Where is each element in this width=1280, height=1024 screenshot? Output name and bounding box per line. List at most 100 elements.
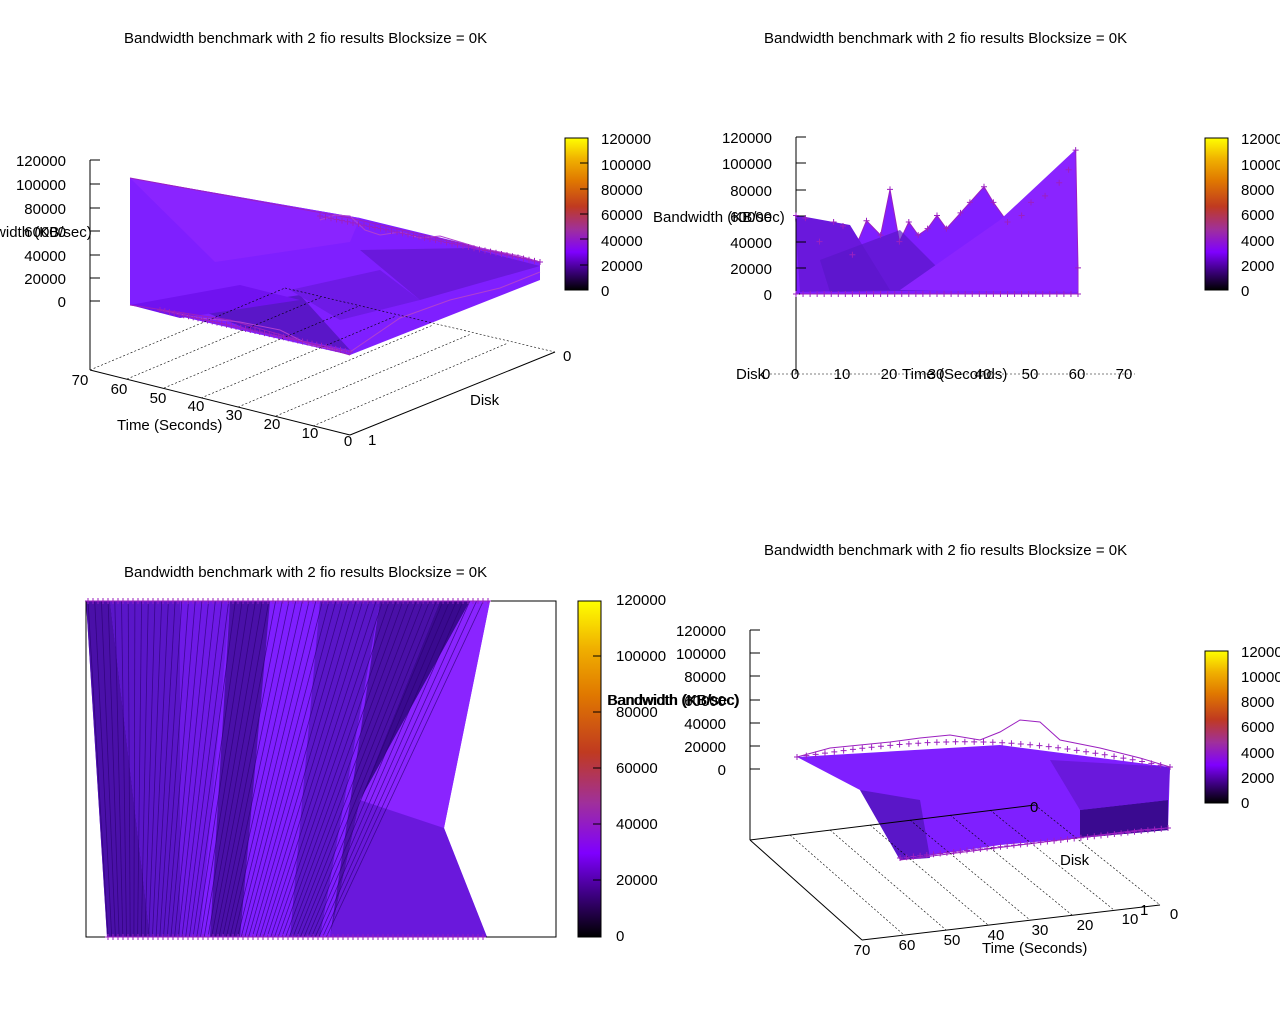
surface-edge	[288, 600, 417, 938]
data-point	[271, 332, 277, 339]
data-point	[807, 291, 814, 297]
data-point	[990, 199, 997, 206]
z-tick-label: 40000	[730, 235, 772, 252]
colorbar: 120000 100000 80000 60000 40000 20000 0	[577, 592, 666, 945]
surface-edge	[285, 600, 410, 938]
chart-panel-4: Bandwidth benchmark with 2 fio results B…	[607, 542, 1280, 959]
data-point	[449, 240, 455, 247]
surface-edge	[181, 600, 223, 938]
data-point	[896, 238, 903, 245]
data-point	[1064, 836, 1071, 843]
x-tick-label: 50	[1022, 366, 1039, 383]
data-point	[1057, 837, 1064, 843]
x-tick-label: 60	[899, 937, 916, 954]
surface-edge	[251, 600, 350, 938]
colorbar-tick-label: 0	[1241, 283, 1249, 300]
data-point	[831, 748, 838, 755]
data-point	[943, 225, 950, 232]
x-axis-label: Time (Seconds)	[902, 366, 1007, 383]
x-tick-label: 40	[988, 927, 1005, 944]
colorbar-tick-label: 6000	[1241, 719, 1274, 736]
surface-edge	[263, 600, 370, 938]
colorbar-tick-label: 100000	[616, 648, 666, 665]
axes	[89, 159, 556, 436]
data-point	[313, 341, 320, 348]
data-point	[1167, 763, 1173, 770]
x-tick-label: 20	[264, 416, 281, 433]
data-point	[180, 312, 187, 319]
y-tick-label: 0	[563, 348, 571, 365]
colorbar-tick-label: 60000	[616, 760, 658, 777]
z-tick-label: 100000	[722, 156, 772, 173]
data-point	[980, 739, 987, 745]
surface-edge	[281, 600, 404, 938]
data-point	[941, 291, 948, 297]
data-point	[161, 308, 168, 315]
data-point	[983, 291, 990, 297]
x-tick-label: 20	[881, 366, 898, 383]
surface-edge	[248, 600, 343, 938]
z-tick-label: 60000	[684, 693, 726, 710]
data-point	[1004, 291, 1011, 297]
colorbar-tick-label: 80000	[601, 182, 643, 199]
surface-edge	[311, 600, 457, 938]
y-tick-label: 1	[1140, 902, 1148, 919]
data-point	[471, 245, 477, 252]
data-point	[919, 291, 926, 297]
data-point	[961, 738, 968, 745]
data-point	[1032, 291, 1039, 297]
colorbar-tick-label: 6000	[1241, 207, 1274, 224]
colorbar-tick-label: 8000	[1241, 694, 1274, 711]
x-tick-label: 50	[150, 390, 167, 407]
surface-edge	[121, 600, 127, 938]
x-tick-labels: 0 10 20 30 40 50 60 70	[791, 366, 1133, 383]
x-tick-label: 70	[72, 372, 89, 389]
data-point	[840, 222, 846, 229]
data-point	[1060, 291, 1067, 297]
data-point	[290, 336, 296, 343]
data-point	[256, 329, 263, 336]
data-point	[1157, 762, 1164, 769]
data-point	[887, 742, 894, 749]
data-point	[1036, 742, 1043, 749]
data-point	[377, 225, 384, 232]
data-point	[816, 238, 823, 245]
data-point	[171, 310, 178, 317]
data-point	[454, 241, 461, 248]
z-tick-label: 20000	[684, 739, 726, 756]
data-point	[1004, 843, 1011, 849]
data-point	[1028, 199, 1034, 206]
data-point	[515, 254, 521, 261]
data-point	[1064, 746, 1071, 753]
surface-edge	[107, 600, 120, 938]
data-point	[247, 326, 254, 333]
data-point	[971, 738, 978, 745]
data-point	[509, 253, 516, 260]
colorbar-tick-label: 2000	[1241, 258, 1274, 275]
data-point	[1037, 839, 1044, 846]
data-point	[1077, 834, 1084, 841]
data-point	[294, 337, 301, 344]
surface-edge	[255, 600, 357, 938]
data-point	[1104, 831, 1111, 838]
surface-edge	[244, 600, 337, 938]
data-point	[1111, 753, 1118, 760]
data-point	[891, 291, 898, 297]
surface-edge	[233, 600, 317, 938]
colorbar-tick-label: 0	[601, 283, 609, 300]
data-point	[943, 738, 950, 745]
data-point	[1039, 291, 1046, 297]
data-point	[1101, 751, 1108, 758]
colorbar-tick-label: 120000	[601, 131, 651, 148]
colorbar-tick-label: 40000	[616, 816, 658, 833]
data-point	[849, 291, 856, 297]
data-point	[1148, 760, 1155, 767]
surface-map	[86, 600, 490, 938]
x-tick-label: 50	[944, 932, 961, 949]
data-point	[814, 291, 821, 297]
data-point	[924, 739, 931, 746]
surface-edge	[307, 600, 451, 938]
colorbar-tick-label: 60000	[601, 207, 643, 224]
data-point	[266, 331, 273, 338]
surface	[795, 149, 1079, 295]
